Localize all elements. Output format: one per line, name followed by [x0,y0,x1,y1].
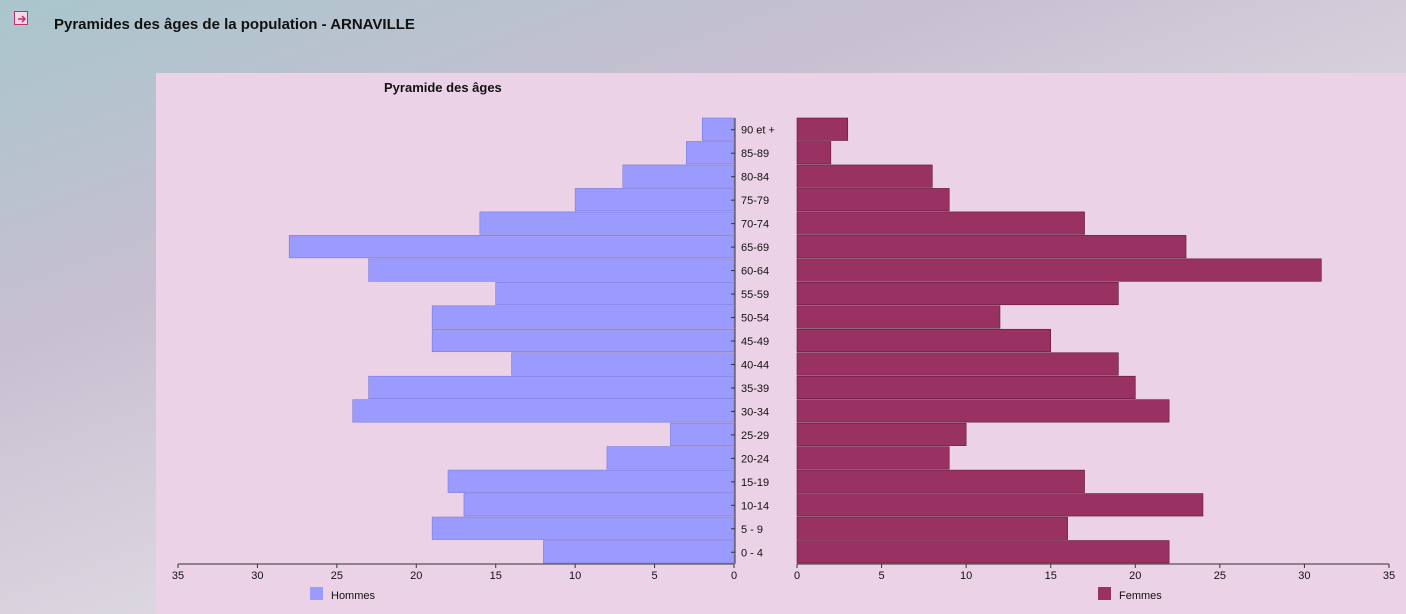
bar-hommes-18 [701,117,735,141]
category-label-1: 5 - 9 [741,524,763,536]
tick-label-left-5: 25 [331,570,343,582]
bar-hommes-11 [495,282,735,306]
category-label-5: 25-29 [741,430,769,442]
bar-femmes-2 [796,493,1204,517]
category-label-6: 30-34 [741,406,769,418]
femmes-bars [796,117,1322,564]
bar-hommes-8 [511,352,735,376]
bar-hommes-5 [670,422,735,446]
tick-label-left-2: 10 [569,570,581,582]
tick-label-right-0: 0 [794,570,800,582]
tick-label-right-7: 35 [1383,570,1395,582]
legend-label-hommes: Hommes [331,590,376,602]
tick-label-right-3: 15 [1045,570,1057,582]
bar-femmes-0 [796,540,1170,564]
bar-hommes-6 [352,399,735,423]
legend-swatch-hommes [310,587,323,600]
tick-label-left-3: 15 [490,570,502,582]
tick-label-left-7: 35 [172,570,184,582]
bar-hommes-16 [622,164,735,188]
arrow-right-icon[interactable] [14,11,28,25]
bar-femmes-5 [796,422,967,446]
tick-label-left-1: 5 [652,570,658,582]
page-header: Pyramides des âges de la population - AR… [0,0,1406,40]
tick-label-right-6: 30 [1298,570,1310,582]
category-label-17: 85-89 [741,148,769,160]
category-label-3: 15-19 [741,477,769,489]
hommes-bars [288,117,735,564]
bar-femmes-13 [796,235,1187,259]
bar-hommes-7 [368,375,735,399]
bar-femmes-10 [796,305,1001,329]
bar-femmes-9 [796,328,1052,353]
chart-panel: Pyramide des âges 0 - 4 5 - 9 10-14 15-19 20… [156,73,1406,614]
age-category-labels: 0 - 4 5 - 9 10-14 15-19 20-24 25-29 30-34 35-39… [731,125,775,559]
bar-femmes-17 [796,141,832,165]
tick-label-left-0: 0 [731,570,737,582]
axes: 0 0 5 5 10 10 15 15 20 20 25 25 30 30 35 35 [172,118,1395,582]
bar-hommes-17 [686,141,735,165]
category-label-9: 45-49 [741,336,769,348]
category-label-8: 40-44 [741,359,769,371]
bar-hommes-10 [431,305,735,329]
bar-femmes-11 [796,282,1119,306]
category-label-0: 0 - 4 [741,547,763,559]
bar-femmes-18 [796,117,849,141]
bar-hommes-2 [463,493,735,517]
category-label-12: 60-64 [741,266,769,278]
tick-label-right-2: 10 [960,570,972,582]
bar-hommes-1 [431,516,735,540]
chart-title: Pyramide des âges [384,80,502,95]
bar-hommes-13 [288,235,735,259]
bar-hommes-15 [574,188,735,212]
bar-femmes-16 [796,164,933,188]
tick-label-right-5: 25 [1214,570,1226,582]
bar-hommes-4 [606,446,735,470]
bar-femmes-12 [796,258,1322,282]
category-label-4: 20-24 [741,453,769,465]
category-label-16: 80-84 [741,172,769,184]
category-label-7: 35-39 [741,383,769,395]
page-title: Pyramides des âges de la population - AR… [54,16,415,33]
category-label-2: 10-14 [741,500,769,512]
bar-femmes-4 [796,446,950,470]
legend-swatch-femmes [1098,587,1111,600]
bar-hommes-3 [447,469,735,493]
category-label-18: 90 et + [741,125,775,137]
legend: Hommes Femmes [310,587,1162,602]
population-pyramid-chart: Pyramide des âges 0 - 4 5 - 9 10-14 15-19 20… [172,80,1395,602]
bar-hommes-0 [543,540,735,564]
bar-femmes-14 [796,211,1085,235]
tick-label-left-6: 30 [251,570,263,582]
bar-femmes-6 [796,399,1170,423]
bar-hommes-14 [479,211,735,235]
tick-label-right-4: 20 [1129,570,1141,582]
bar-femmes-8 [796,352,1119,376]
tick-label-right-1: 5 [879,570,885,582]
category-label-10: 50-54 [741,313,769,325]
category-label-11: 55-59 [741,289,769,301]
bar-femmes-15 [796,188,950,212]
bar-femmes-7 [796,375,1136,399]
bar-hommes-9 [431,328,735,353]
category-label-13: 65-69 [741,242,769,254]
category-label-14: 70-74 [741,219,769,231]
bar-femmes-3 [796,469,1085,493]
tick-label-left-4: 20 [410,570,422,582]
legend-label-femmes: Femmes [1119,590,1162,602]
bar-hommes-12 [368,258,735,282]
bar-femmes-1 [796,516,1068,540]
category-label-15: 75-79 [741,195,769,207]
